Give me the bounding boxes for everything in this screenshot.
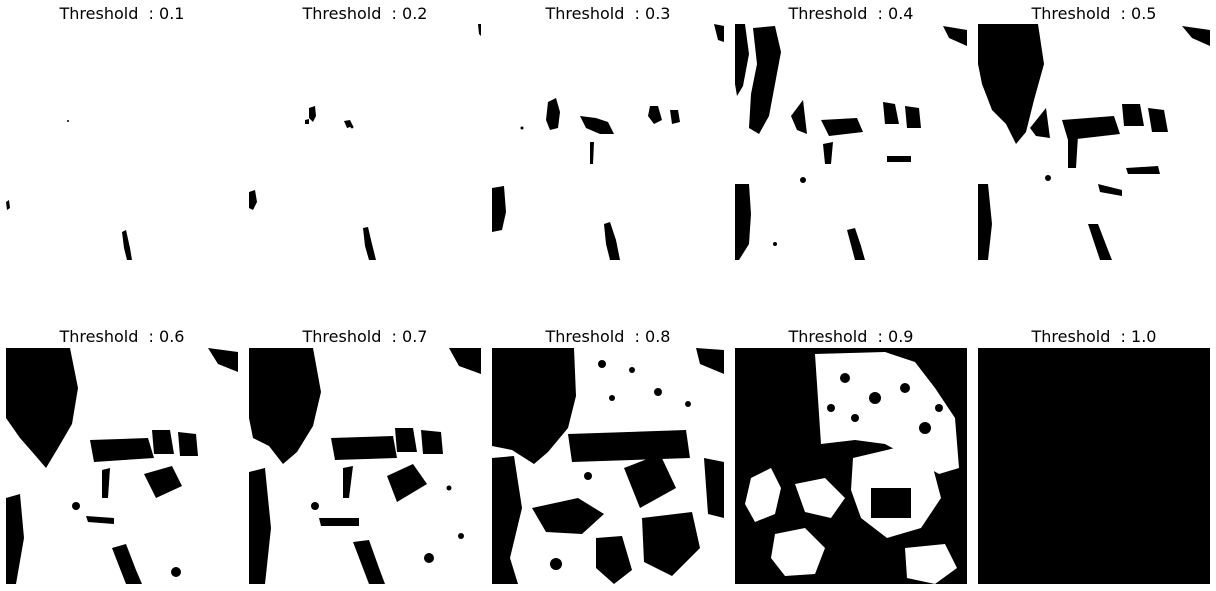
binary-mask-image [249,348,481,584]
panel-title: Threshold : 0.2 [302,4,428,23]
binary-mask-image [492,348,724,584]
binary-mask-image [735,24,967,260]
panel-title: Threshold : 0.3 [545,4,671,23]
panel-title: Threshold : 0.1 [59,4,185,23]
panel-title: Threshold : 0.5 [1031,4,1157,23]
binary-mask-image [249,24,481,260]
panel-title: Threshold : 0.9 [788,327,914,346]
binary-mask-image [492,24,724,260]
panel-title: Threshold : 0.4 [788,4,914,23]
binary-mask-image [978,348,1210,584]
binary-mask-image [735,348,967,584]
panel-title: Threshold : 0.8 [545,327,671,346]
binary-mask-image [6,348,238,584]
panel-title: Threshold : 1.0 [1031,327,1157,346]
binary-mask-image [6,24,238,260]
binary-mask-image [978,24,1210,260]
panel-title: Threshold : 0.7 [302,327,428,346]
panel-title: Threshold : 0.6 [59,327,185,346]
